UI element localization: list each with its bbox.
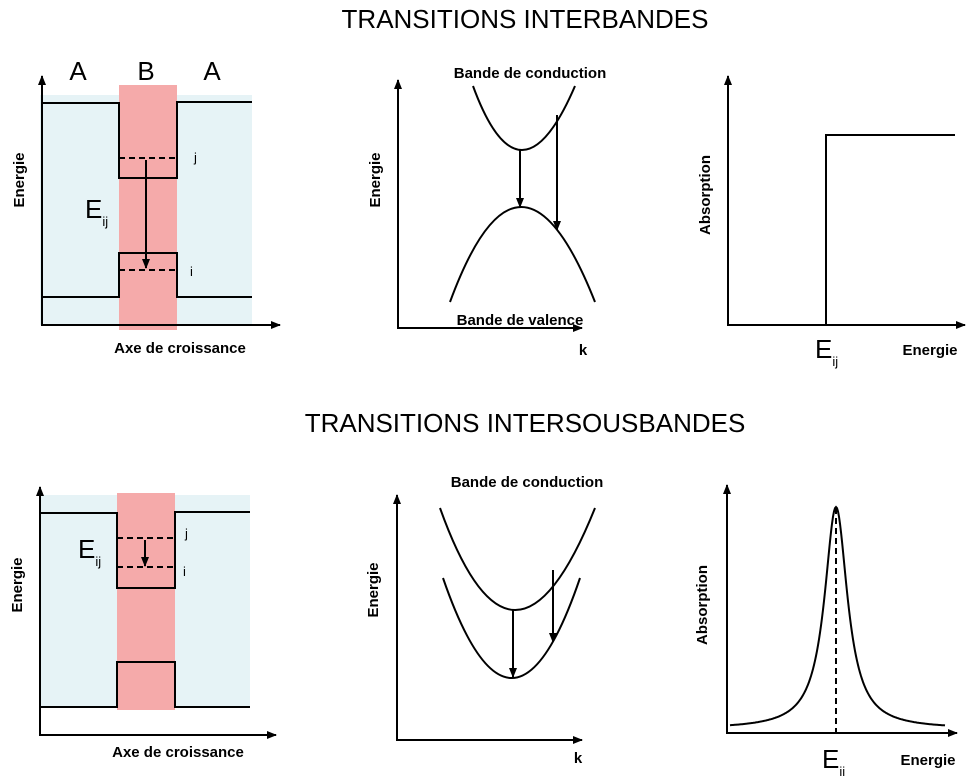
dispersion-panel: Bande de conduction Bande de valence Ene… [367,65,606,359]
band-label: Bande de conduction [451,474,604,491]
energy-marker: Eij [815,334,838,369]
well-region [117,493,175,710]
region-label: A [69,56,87,86]
band-label: Bande de valence [457,312,584,329]
well-region [119,85,177,330]
well-panel: Eij j i Energie Axe de croissance [9,486,277,761]
conduction-band [472,85,576,151]
conduction-band [40,511,250,589]
x-label: Energie [902,342,957,359]
valence-band [42,252,252,298]
band-label: Bande de conduction [454,65,607,82]
absorption-curve [729,505,946,727]
dispersion-panel: Bande de conduction Energie k [365,474,603,767]
absorption-panel: Eij Energie Absorption [697,75,966,369]
lower-subband [442,577,581,679]
valence-band [40,661,250,708]
transition-label: Eij [85,194,108,229]
y-label: Energie [367,152,384,207]
x-label: Axe de croissance [114,340,246,357]
well-panel: A B A Eij j i Energie Axe de croissance [11,56,281,357]
level-label: i [183,564,186,579]
conduction-band [42,101,252,179]
level-label: j [193,150,197,165]
x-label: k [574,750,583,767]
level-label: j [184,526,188,541]
x-label: Axe de croissance [112,744,244,761]
absorption-curve [825,134,955,325]
valence-band [449,206,596,303]
upper-subband [439,507,596,611]
energy-marker: Eij [822,744,845,776]
region-label: A [203,56,221,86]
x-label: Energie [900,752,955,769]
section-title: TRANSITIONS INTERBANDES [342,4,709,34]
level-label: i [190,264,193,279]
section-title: TRANSITIONS INTERSOUSBANDES [305,408,746,438]
y-label: Absorption [697,155,714,235]
x-label: k [579,342,588,359]
region-label: B [137,56,154,86]
y-label: Absorption [694,565,711,645]
y-label: Energie [365,562,382,617]
transition-label: Eij [78,534,101,569]
y-label: Energie [11,152,28,207]
absorption-panel: Eij Energie Absorption [694,484,958,776]
y-label: Energie [9,557,26,612]
